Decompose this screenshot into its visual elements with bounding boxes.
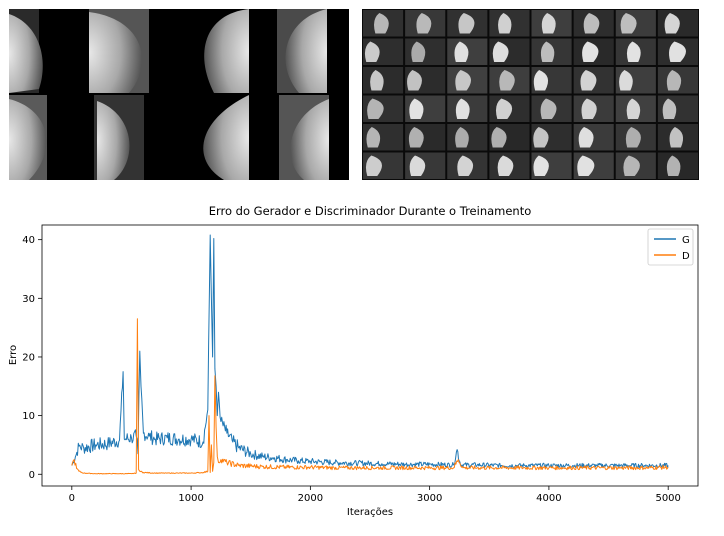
legend-box xyxy=(647,228,694,266)
y-tick-label: 0 xyxy=(29,470,35,481)
generated-sample-tissue xyxy=(533,70,549,91)
generated-sample-tissue xyxy=(409,98,424,119)
x-tick-label: 0 xyxy=(69,493,75,504)
generated-sample-tissue xyxy=(457,155,474,176)
x-tick-label: 5000 xyxy=(655,493,680,504)
plot-frame xyxy=(41,224,699,487)
generated-sample-tissue xyxy=(495,98,513,119)
generated-sample-tissue xyxy=(662,98,677,119)
generated-sample-tissue xyxy=(411,41,426,62)
series-line-g xyxy=(71,234,669,469)
generated-sample-tissue xyxy=(669,127,684,148)
generated-sample-tissue xyxy=(492,41,509,62)
generated-sample-tissue xyxy=(580,70,597,91)
generated-sample-tissue xyxy=(455,98,470,119)
generated-sample-tissue xyxy=(664,13,680,34)
x-axis-label: Iterações xyxy=(347,507,393,518)
generated-sample-tissue xyxy=(541,13,556,34)
generated-sample-tissue xyxy=(581,98,597,119)
real-samples-illustration xyxy=(9,9,349,180)
generated-samples-illustration xyxy=(362,9,699,180)
y-axis: 0 10 20 30 40 xyxy=(22,235,42,481)
generated-sample-tissue xyxy=(454,41,469,62)
x-axis: 0 1000 2000 3000 4000 5000 xyxy=(69,486,681,504)
mammogram-real-samples-grid xyxy=(9,9,349,180)
generated-sample-tissue xyxy=(416,13,432,34)
generated-sample-tissue xyxy=(374,13,389,34)
y-tick-label: 20 xyxy=(22,352,35,363)
generated-sample-tissue xyxy=(540,41,555,62)
generated-sample-tissue xyxy=(666,155,681,176)
generated-sample-tissue xyxy=(455,127,469,148)
generated-sample-tissue xyxy=(409,155,426,176)
generated-sample-tissue xyxy=(620,13,637,34)
loss-chart: Erro do Gerador e Discriminador Durante … xyxy=(8,204,699,518)
generated-sample-tissue xyxy=(623,155,640,176)
generated-sample-tissue xyxy=(364,41,380,62)
generated-sample-tissue xyxy=(366,127,381,148)
generated-sample-tissue xyxy=(408,127,424,148)
generated-sample-tissue xyxy=(619,70,633,91)
generated-sample-tissue xyxy=(497,155,514,176)
y-tick-label: 40 xyxy=(22,235,35,246)
legend: G D xyxy=(647,228,694,266)
generated-sample-tissue xyxy=(666,70,682,91)
legend-label-g: G xyxy=(682,235,690,246)
generated-sample-tissue xyxy=(540,98,557,119)
generated-sample-tissue xyxy=(533,155,549,176)
y-axis-label: Erro xyxy=(8,345,19,365)
x-tick-label: 4000 xyxy=(536,493,561,504)
plot-area xyxy=(71,234,669,475)
generated-sample-tissue xyxy=(577,155,595,176)
generated-sample-tissue xyxy=(582,41,599,62)
generated-sample-tissue xyxy=(626,98,641,119)
generated-sample-tissue xyxy=(533,127,549,148)
generated-sample-tissue xyxy=(498,13,512,34)
generated-sample-tissue xyxy=(491,127,507,148)
generated-sample-tissue xyxy=(583,13,600,34)
y-tick-label: 10 xyxy=(22,411,35,422)
generated-sample-tissue xyxy=(365,155,382,176)
generated-sample-tissue xyxy=(455,70,471,91)
chart-title: Erro do Gerador e Discriminador Durante … xyxy=(209,204,532,218)
generated-sample-tissue xyxy=(578,127,594,148)
generated-sample-tissue xyxy=(407,70,422,91)
generated-sample-tissue xyxy=(458,13,475,34)
generated-sample-tissue xyxy=(370,70,384,91)
generated-sample-tissue xyxy=(499,70,515,91)
generated-sample-tissue xyxy=(669,41,686,62)
y-tick-label: 30 xyxy=(22,294,35,305)
generated-sample-tissue xyxy=(367,98,384,119)
mammogram-generated-samples-grid xyxy=(362,9,699,180)
legend-label-d: D xyxy=(682,251,690,262)
x-tick-label: 3000 xyxy=(417,493,442,504)
generated-sample-tissue xyxy=(625,127,641,148)
x-tick-label: 2000 xyxy=(298,493,323,504)
x-tick-label: 1000 xyxy=(178,493,203,504)
series-line-d xyxy=(71,318,669,475)
generated-sample-tissue xyxy=(626,41,641,62)
